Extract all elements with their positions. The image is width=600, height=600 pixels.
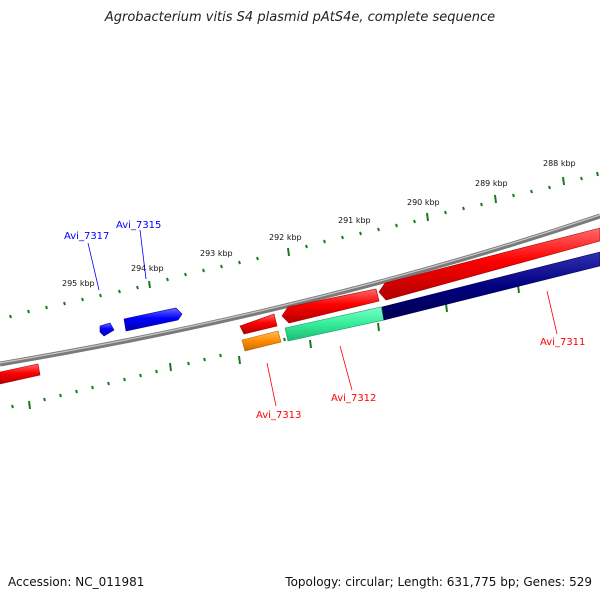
gene-label-avi-7311: Avi_7311 xyxy=(540,337,585,348)
gene-label-avi-7315: Avi_7315 xyxy=(116,220,161,231)
topology-summary: Topology: circular; Length: 631,775 bp; … xyxy=(285,575,592,589)
leader-avi-7313 xyxy=(266,362,277,407)
leader-avi-7317 xyxy=(87,242,100,291)
gene-label-avi-7313: Avi_7313 xyxy=(256,410,301,421)
sequence-backbone xyxy=(0,213,600,367)
tick-label: 295 kbp xyxy=(62,279,95,288)
gene-avi-7315[interactable] xyxy=(123,307,183,332)
tick-label: 290 kbp xyxy=(407,198,440,207)
tick-label: 291 kbp xyxy=(338,216,371,225)
gene-label-avi-7312: Avi_7312 xyxy=(331,393,376,404)
leader-avi-7312 xyxy=(339,345,353,391)
tick-label: 294 kbp xyxy=(131,264,164,273)
accession-text: Accession: NC_011981 xyxy=(8,575,145,589)
gene-avi-7313-upper[interactable] xyxy=(239,313,278,335)
tick-label: 289 kbp xyxy=(475,179,508,188)
gene-left-edge[interactable] xyxy=(0,363,41,385)
outer-tick-ring xyxy=(9,171,599,319)
dark-feature-avi-7311[interactable] xyxy=(381,251,600,321)
tick-label: 288 kbp xyxy=(543,159,576,168)
gene-avi-7312[interactable] xyxy=(281,288,380,324)
leader-avi-7315 xyxy=(139,229,147,280)
map-title: Agrobacterium vitis S4 plasmid pAtS4e, c… xyxy=(104,10,496,25)
tick-label: 292 kbp xyxy=(269,233,302,242)
tick-label: 293 kbp xyxy=(200,249,233,258)
leader-avi-7311 xyxy=(546,290,558,335)
gene-avi-7317[interactable] xyxy=(99,322,115,337)
gene-label-avi-7317: Avi_7317 xyxy=(64,231,109,242)
gene-avi-7311[interactable] xyxy=(378,227,600,301)
rna-avi-7313[interactable] xyxy=(241,330,282,352)
